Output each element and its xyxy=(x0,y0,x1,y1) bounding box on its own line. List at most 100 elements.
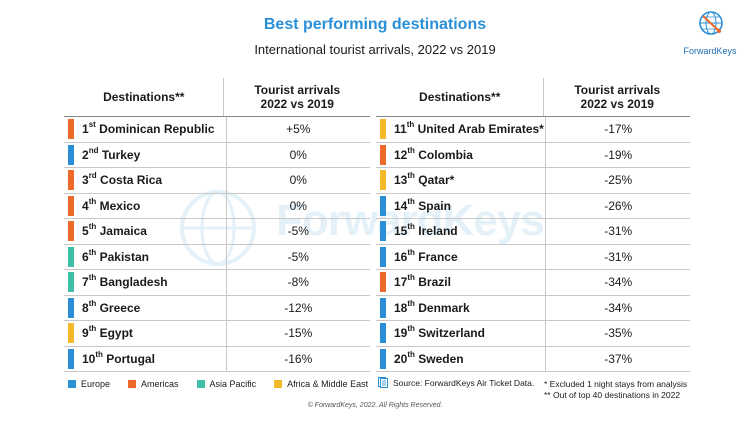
right-table: Destinations** Tourist arrivals 2022 vs … xyxy=(376,78,690,372)
rank-number: 17 xyxy=(394,275,408,290)
destination-name: Bangladesh xyxy=(99,275,168,290)
legend-label: Asia Pacific xyxy=(209,379,257,389)
legend-label: Africa & Middle East xyxy=(287,379,369,389)
rank-number: 13 xyxy=(394,173,408,188)
legend-label: Europe xyxy=(81,379,111,389)
table-row: 13th Qatar* -25% xyxy=(376,168,690,194)
destination-name: Greece xyxy=(99,300,141,315)
rank-number: 18 xyxy=(394,300,408,315)
right-table-body: 11th United Arab Emirates* -17% 12th Colom… xyxy=(376,117,690,372)
legend-item: Europe xyxy=(68,379,110,389)
footnote-single-star: * Excluded 1 night stays from analysis xyxy=(544,379,688,389)
region-color-bar xyxy=(68,323,74,344)
arrivals-change-cell: -35% xyxy=(545,321,690,346)
region-color-bar xyxy=(68,170,74,191)
destination-cell: 7th Bangladesh xyxy=(74,274,226,290)
arrivals-header: Tourist arrivals 2022 vs 2019 xyxy=(543,78,690,116)
region-color-bar xyxy=(380,119,386,140)
destination-name: Turkey xyxy=(101,147,141,162)
region-color-bar xyxy=(68,195,74,216)
table-row: 3rd Costa Rica 0% xyxy=(64,168,370,194)
rank-suffix: th xyxy=(88,324,97,334)
table-row: 2nd Turkey 0% xyxy=(64,142,371,168)
region-color-bar xyxy=(68,348,74,369)
rank-suffix: th xyxy=(88,247,97,257)
rank-number: 20 xyxy=(394,351,408,366)
region-color-bar xyxy=(68,297,74,318)
rank-number: 16 xyxy=(394,249,408,264)
page-title: Best performing destinations xyxy=(263,16,487,33)
rank-suffix: th xyxy=(407,273,415,283)
destination-cell: 18th Denmark xyxy=(386,298,545,315)
arrivals-change-cell: -5% xyxy=(225,219,371,244)
destination-cell: 1st Dominican Republic xyxy=(74,121,226,137)
table-row: 5th Jamaica -5% xyxy=(64,219,370,245)
arrivals-header-line1: Tourist arrivals xyxy=(254,83,341,97)
destination-cell: 3rd Costa Rica xyxy=(74,171,226,188)
arrivals-change-cell: -12% xyxy=(225,295,371,320)
rank-suffix: th xyxy=(88,222,97,232)
left-table-body: 1st Dominican Republic +5% 2nd Turkey 0% 3rd… xyxy=(64,117,370,372)
arrivals-change-cell: +5% xyxy=(225,117,371,142)
destination-cell: 2nd Turkey xyxy=(74,145,226,162)
table-row: 20th Sweden -37% xyxy=(376,346,690,372)
rank-number: 11 xyxy=(394,122,407,137)
rank-number: 7 xyxy=(82,275,89,290)
table-row: 7th Bangladesh -8% xyxy=(64,270,370,296)
destination-name: Switzerland xyxy=(418,326,485,341)
rank-suffix: th xyxy=(407,247,415,257)
rank-suffix: th xyxy=(407,298,415,308)
rank-number: 3 xyxy=(82,173,89,188)
destination-name: Sweden xyxy=(418,351,464,366)
legend-label: Americas xyxy=(141,379,179,389)
rank-number: 6 xyxy=(82,249,89,264)
legend-item: Africa & Middle East xyxy=(274,379,368,389)
destination-name: United Arab Emirates* xyxy=(417,122,544,137)
rank-suffix: th xyxy=(407,145,415,155)
rank-suffix: th xyxy=(407,171,415,181)
destination-cell: 10th Portugal xyxy=(74,349,226,366)
arrivals-change-cell: 0% xyxy=(225,193,371,218)
region-color-bar xyxy=(68,221,74,242)
destination-name: Jamaica xyxy=(99,224,147,239)
rank-number: 8 xyxy=(82,300,89,315)
rank-suffix: th xyxy=(88,196,97,206)
rank-suffix: th xyxy=(407,324,415,334)
region-color-bar xyxy=(380,323,386,344)
region-color-bar xyxy=(380,170,386,191)
arrivals-change-cell: 0% xyxy=(225,142,371,167)
arrivals-change-cell: -26% xyxy=(545,193,690,218)
legend-swatch xyxy=(196,380,205,388)
rank-number: 19 xyxy=(394,326,408,341)
arrivals-change-cell: -17% xyxy=(545,117,690,142)
document-icon xyxy=(378,377,388,388)
region-color-bar xyxy=(380,144,386,165)
arrivals-header: Tourist arrivals 2022 vs 2019 xyxy=(223,78,370,116)
legend-swatch xyxy=(128,380,137,388)
destination-name: Ireland xyxy=(418,224,458,239)
region-color-bar xyxy=(380,297,386,318)
legend-item: Americas xyxy=(128,379,179,389)
destination-name: Portugal xyxy=(106,351,155,366)
destination-cell: 12th Colombia xyxy=(386,145,545,162)
legend-swatch xyxy=(274,380,283,388)
destination-cell: 13th Qatar* xyxy=(386,171,545,188)
rank-suffix: nd xyxy=(88,145,99,155)
rank-suffix: th xyxy=(407,349,415,359)
destination-name: Qatar* xyxy=(418,173,455,188)
destination-cell: 20th Sweden xyxy=(386,349,545,366)
source-text: Source: ForwardKeys Air Ticket Data. xyxy=(393,377,535,388)
arrivals-change-cell: -15% xyxy=(225,321,371,346)
destination-cell: 19th Switzerland xyxy=(386,324,545,341)
destination-cell: 14th Spain xyxy=(386,197,545,213)
arrivals-change-cell: -37% xyxy=(545,346,690,371)
destination-name: Dominican Republic xyxy=(99,122,215,137)
table-row: 8th Greece -12% xyxy=(64,295,371,321)
rank-suffix: th xyxy=(407,222,415,232)
destination-name: Brazil xyxy=(418,275,451,290)
table-row: 10th Portugal -16% xyxy=(64,346,370,372)
region-color-bar xyxy=(380,195,386,216)
rank-suffix: th xyxy=(95,349,103,359)
destination-name: Colombia xyxy=(418,147,473,162)
rank-suffix: rd xyxy=(88,171,97,181)
